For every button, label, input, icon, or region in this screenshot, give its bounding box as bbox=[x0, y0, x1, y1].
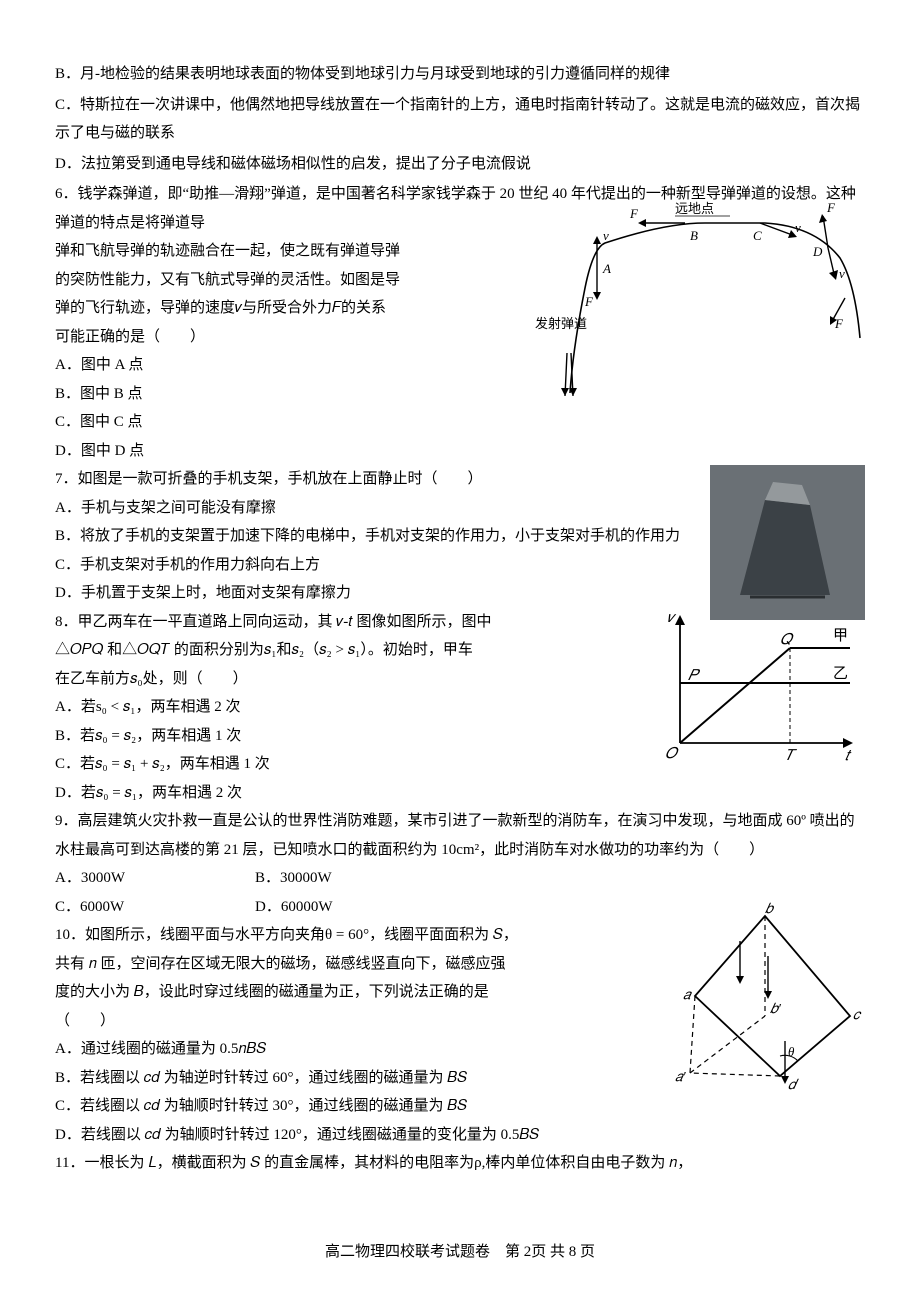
q8-option-D: D．若𝑠₀ = 𝑠₁，两车相遇 2 次 bbox=[55, 779, 865, 808]
svg-text:𝑏: 𝑏 bbox=[765, 902, 775, 917]
svg-text:乙: 乙 bbox=[833, 666, 848, 682]
q9-option-D: D．60000W bbox=[255, 893, 395, 922]
q9-stem: 9．高层建筑火灾扑救一直是公认的世界性消防难题，某市引进了一款新型的消防车，在演… bbox=[55, 807, 865, 864]
q9-option-B: B．30000W bbox=[255, 864, 395, 893]
q9-option-A: A．3000W bbox=[55, 864, 195, 893]
q10-block: θ 𝑎 𝑏 𝑐 𝑑 𝑎′ 𝑏′ 10．如图所示，线圈平面与水平方向夹角θ = 6… bbox=[55, 921, 865, 1149]
q7-block: 7．如图是一款可折叠的手机支架，手机放在上面静止时（ ） A．手机与支架之间可能… bbox=[55, 465, 865, 608]
svg-text:F: F bbox=[834, 316, 844, 331]
svg-text:𝑐: 𝑐 bbox=[853, 1008, 862, 1023]
svg-text:甲: 甲 bbox=[833, 628, 848, 644]
q10-stem-1: 10．如图所示，线圈平面与水平方向夹角θ = 60°，线圈平面面积为 𝑆， bbox=[55, 921, 665, 950]
svg-text:𝑑: 𝑑 bbox=[788, 1078, 799, 1093]
svg-text:F: F bbox=[826, 200, 836, 215]
q7-option-D: D．手机置于支架上时，地面对支架有摩擦力 bbox=[55, 579, 695, 608]
q8-block: 𝑂 𝑇 𝑡 𝑣 𝑃 𝑄 甲 乙 8．甲乙两车在一平直道路上同向运动，其 𝑣-𝑡 … bbox=[55, 608, 865, 808]
q6-option-D: D．图中 D 点 bbox=[55, 437, 865, 466]
pre-option-D: D．法拉第受到通电导线和磁体磁场相似性的启发，提出了分子电流假说 bbox=[55, 150, 865, 179]
q6-stem-4: 弹的飞行轨迹，导弹的速度𝑣与所受合外力𝐹的关系 bbox=[55, 294, 535, 323]
q6-stem-3: 的突防性能力，又有飞航式导弹的灵活性。如图是导 bbox=[55, 266, 535, 295]
svg-text:A: A bbox=[602, 261, 611, 276]
svg-text:𝑣: 𝑣 bbox=[667, 610, 677, 626]
svg-text:F: F bbox=[629, 206, 639, 221]
q8-stem-1: 8．甲乙两车在一平直道路上同向运动，其 𝑣-𝑡 图像如图所示，图中 bbox=[55, 608, 655, 637]
svg-text:𝑃: 𝑃 bbox=[688, 668, 701, 684]
q8-figure: 𝑂 𝑇 𝑡 𝑣 𝑃 𝑄 甲 乙 bbox=[655, 608, 855, 768]
svg-text:D: D bbox=[812, 244, 823, 259]
q11-block: 11．一根长为 𝐿，横截面积为 𝑆 的直金属棒，其材料的电阻率为ρ,棒内单位体积… bbox=[55, 1149, 865, 1178]
q11-stem: 11．一根长为 𝐿，横截面积为 𝑆 的直金属棒，其材料的电阻率为ρ,棒内单位体积… bbox=[55, 1149, 865, 1178]
q6-figure: v F A F B 远地点 v C v F D bbox=[535, 198, 865, 398]
q10-option-C: C．若线圈以 𝑐𝑑 为轴顺时针转过 30°，通过线圈的磁通量为 𝐵𝑆 bbox=[55, 1092, 865, 1121]
fig-label-yuandi: 远地点 bbox=[675, 201, 714, 216]
q7-option-B: B．将放了手机的支架置于加速下降的电梯中，手机对支架的作用力，小于支架对手机的作… bbox=[55, 522, 695, 551]
svg-text:B: B bbox=[690, 228, 698, 243]
q6-stem-2: 弹和飞航导弹的轨迹融合在一起，使之既有弹道导弹 bbox=[55, 237, 535, 266]
svg-text:θ: θ bbox=[788, 1044, 795, 1059]
q7-stem: 7．如图是一款可折叠的手机支架，手机放在上面静止时（ ） bbox=[55, 465, 695, 494]
q10-stem-3: 度的大小为 𝐵，设此时穿过线圈的磁通量为正，下列说法正确的是 bbox=[55, 978, 665, 1007]
svg-text:𝑎′: 𝑎′ bbox=[675, 1070, 687, 1085]
svg-text:𝑇: 𝑇 bbox=[785, 748, 798, 764]
svg-text:𝑏′: 𝑏′ bbox=[770, 1002, 782, 1017]
q7-option-A: A．手机与支架之间可能没有摩擦 bbox=[55, 494, 695, 523]
svg-text:v: v bbox=[839, 266, 845, 281]
q7-figure bbox=[710, 465, 865, 620]
svg-text:𝑡: 𝑡 bbox=[845, 748, 852, 764]
fig-label-fashe: 发射弹道 bbox=[535, 316, 587, 331]
svg-text:𝑂: 𝑂 bbox=[665, 746, 679, 762]
svg-text:F: F bbox=[584, 294, 594, 309]
q10-option-D: D．若线圈以 𝑐𝑑 为轴顺时针转过 120°，通过线圈磁通量的变化量为 0.5𝐵… bbox=[55, 1121, 865, 1150]
q8-stem-3: 在乙车前方𝑠₀处，则（ ） bbox=[55, 665, 655, 694]
svg-text:C: C bbox=[753, 228, 762, 243]
q6-block: v F A F B 远地点 v C v F D bbox=[55, 180, 865, 465]
q10-figure: θ 𝑎 𝑏 𝑐 𝑑 𝑎′ 𝑏′ bbox=[670, 901, 865, 1096]
svg-text:v: v bbox=[603, 228, 609, 243]
q6-option-C: C．图中 C 点 bbox=[55, 408, 865, 437]
q7-option-C: C．手机支架对手机的作用力斜向右上方 bbox=[55, 551, 695, 580]
svg-text:𝑎: 𝑎 bbox=[683, 988, 693, 1003]
q8-stem-2: △𝑂𝑃𝑄 和△𝑂𝑄𝑇 的面积分别为𝑠₁和𝑠₂（𝑠₂ > 𝑠₁）。初始时，甲车 bbox=[55, 636, 655, 665]
pre-option-B: B．月-地检验的结果表明地球表面的物体受到地球引力与月球受到地球的引力遵循同样的… bbox=[55, 60, 865, 89]
q6-stem-5: 可能正确的是（ ） bbox=[55, 323, 535, 352]
q10-stem-2: 共有 𝑛 匝，空间存在区域无限大的磁场，磁感线竖直向下，磁感应强 bbox=[55, 950, 665, 979]
q9-option-C: C．6000W bbox=[55, 893, 195, 922]
page-footer: 高二物理四校联考试题卷 第 2页 共 8 页 bbox=[55, 1238, 865, 1267]
svg-text:𝑄: 𝑄 bbox=[780, 632, 794, 648]
pre-option-C: C．特斯拉在一次讲课中，他偶然地把导线放置在一个指南针的上方，通电时指南针转动了… bbox=[55, 91, 865, 148]
svg-text:v: v bbox=[795, 220, 801, 235]
q10-stem-4: （ ） bbox=[55, 1007, 665, 1036]
